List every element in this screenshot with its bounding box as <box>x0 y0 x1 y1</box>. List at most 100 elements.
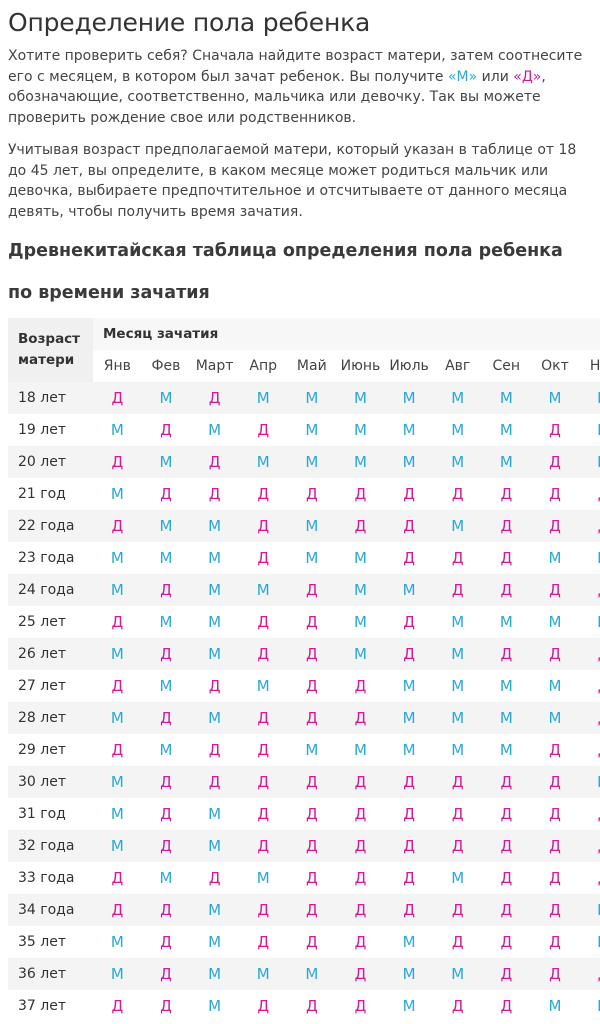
boy-cell: М <box>238 862 288 894</box>
girl-cell: Д <box>482 542 531 574</box>
girl-cell: Д <box>530 734 580 766</box>
girl-cell: Д <box>141 830 191 862</box>
girl-cell: Д <box>384 478 434 510</box>
girl-cell: Д <box>530 926 580 958</box>
boy-cell: М <box>530 382 580 414</box>
gender-table-scroll[interactable]: Возраст матери Месяц зачатия Янв Фев Март А… <box>8 318 600 1022</box>
girl-cell: Д <box>530 798 580 830</box>
girl-cell: Д <box>336 478 385 510</box>
boy-cell: М <box>433 638 482 670</box>
girl-cell: Д <box>579 830 600 862</box>
girl-cell: Д <box>336 958 385 990</box>
boy-cell: М <box>433 958 482 990</box>
month-header-cell: Фев <box>141 350 191 382</box>
table-row: 29 летДМДДМММММДД <box>8 734 600 766</box>
girl-cell: Д <box>141 798 191 830</box>
girl-cell: Д <box>579 670 600 702</box>
girl-cell: Д <box>482 638 531 670</box>
girl-cell: Д <box>190 446 239 478</box>
boy-cell: М <box>336 734 385 766</box>
boy-cell: М <box>93 830 142 862</box>
boy-cell: М <box>141 606 191 638</box>
table-row: 25 летДММДДМДММММ <box>8 606 600 638</box>
girl-cell: Д <box>482 990 531 1022</box>
boy-cell: М <box>482 446 531 478</box>
girl-cell: Д <box>287 638 337 670</box>
table-row: 21 годМДДДДДДДДДД <box>8 478 600 510</box>
girl-cell: Д <box>336 510 385 542</box>
girl-cell: Д <box>287 798 337 830</box>
girl-cell: Д <box>287 830 337 862</box>
girl-cell: Д <box>433 990 482 1022</box>
girl-cell: Д <box>336 798 385 830</box>
age-cell: 24 года <box>8 574 93 606</box>
boy-cell: М <box>433 414 482 446</box>
boy-cell: М <box>238 382 288 414</box>
boy-cell: М <box>287 414 337 446</box>
table-row: 19 летМДМДМММММДМ <box>8 414 600 446</box>
girl-cell: Д <box>336 702 385 734</box>
girl-cell: Д <box>433 766 482 798</box>
girl-cell: Д <box>238 606 288 638</box>
age-cell: 32 года <box>8 830 93 862</box>
girl-cell: Д <box>530 830 580 862</box>
girl-cell: Д <box>238 510 288 542</box>
girl-cell: Д <box>530 958 580 990</box>
girl-cell: Д <box>190 862 239 894</box>
girl-cell: Д <box>384 510 434 542</box>
table-row: 26 летМДМДДМДМДДД <box>8 638 600 670</box>
age-cell: 31 год <box>8 798 93 830</box>
girl-cell: Д <box>530 574 580 606</box>
girl-cell: Д <box>287 606 337 638</box>
intro-text: Хотите проверить себя? Сначала найдите в… <box>8 48 583 85</box>
age-cell: 22 года <box>8 510 93 542</box>
boy-cell: М <box>287 542 337 574</box>
girl-marker-text: «Д» <box>513 68 542 85</box>
boy-cell: М <box>579 446 600 478</box>
age-cell: 30 лет <box>8 766 93 798</box>
girl-cell: Д <box>141 702 191 734</box>
girl-cell: Д <box>530 478 580 510</box>
table-row: 35 летМДМДДДМДДДМ <box>8 926 600 958</box>
girl-cell: Д <box>287 990 337 1022</box>
boy-cell: М <box>433 382 482 414</box>
table-row: 23 годаМММДММДДДММ <box>8 542 600 574</box>
girl-cell: Д <box>433 830 482 862</box>
girl-cell: Д <box>238 830 288 862</box>
age-cell: 36 лет <box>8 958 93 990</box>
girl-cell: Д <box>530 510 580 542</box>
girl-cell: Д <box>482 830 531 862</box>
boy-cell: М <box>530 606 580 638</box>
table-row: 32 годаМДМДДДДДДДД <box>8 830 600 862</box>
girl-cell: Д <box>482 862 531 894</box>
table-row: 18 летДМДММММММММ <box>8 382 600 414</box>
girl-cell: Д <box>190 734 239 766</box>
boy-cell: М <box>287 446 337 478</box>
instructions-paragraph: Учитывая возраст предполагаемой матери, … <box>8 142 577 220</box>
boy-cell: М <box>190 574 239 606</box>
month-header-cell: Март <box>190 350 239 382</box>
girl-cell: Д <box>287 478 337 510</box>
boy-cell: М <box>141 670 191 702</box>
boy-cell: М <box>190 958 239 990</box>
boy-cell: М <box>190 606 239 638</box>
boy-cell: М <box>336 446 385 478</box>
month-header-cell: Ноя <box>579 350 600 382</box>
boy-cell: М <box>384 414 434 446</box>
girl-cell: Д <box>238 702 288 734</box>
boy-cell: М <box>482 670 531 702</box>
boy-cell: М <box>93 926 142 958</box>
girl-cell: Д <box>530 862 580 894</box>
girl-cell: Д <box>482 510 531 542</box>
boy-cell: М <box>384 574 434 606</box>
boy-cell: М <box>190 894 239 926</box>
boy-cell: М <box>482 734 531 766</box>
girl-cell: Д <box>336 990 385 1022</box>
girl-cell: Д <box>336 830 385 862</box>
girl-cell: Д <box>336 862 385 894</box>
boy-cell: М <box>190 990 239 1022</box>
boy-marker-text: «М» <box>447 68 478 85</box>
girl-cell: Д <box>287 862 337 894</box>
boy-cell: М <box>287 734 337 766</box>
